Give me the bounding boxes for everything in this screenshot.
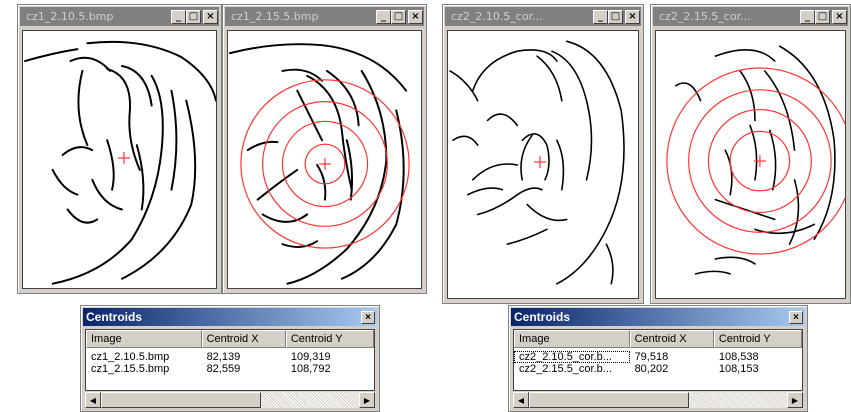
- cell-centroid-y: 108,538: [718, 351, 759, 363]
- centroids-dialog-left[interactable]: Centroids × Image Centroid X Centroid Y …: [80, 305, 380, 412]
- table-row[interactable]: cz2_2.15.5_cor.b... 80,202 108,153: [514, 363, 802, 375]
- image-window-2[interactable]: cz1_2.15.5.bmp _ □ ×: [222, 4, 427, 294]
- window-title: cz2_2.15.5_cor...: [659, 10, 751, 23]
- cell-centroid-y: 109,319: [290, 351, 331, 363]
- cell-centroid-y: 108,792: [290, 363, 331, 375]
- dialog-titlebar[interactable]: Centroids ×: [511, 308, 805, 326]
- close-icon[interactable]: ×: [789, 310, 803, 324]
- scroll-right-icon[interactable]: ▶: [787, 392, 803, 408]
- window-title: cz1_2.15.5.bmp: [231, 10, 319, 23]
- scroll-right-icon[interactable]: ▶: [359, 392, 375, 408]
- centroid-rings: [240, 79, 410, 249]
- column-header-centroid-x[interactable]: Centroid X: [629, 330, 714, 348]
- edge-image-canvas: [655, 30, 846, 299]
- cell-image: cz1_2.10.5.bmp: [91, 351, 170, 363]
- cell-image: cz1_2.15.5.bmp: [91, 363, 170, 375]
- column-header-centroid-x[interactable]: Centroid X: [201, 330, 286, 348]
- edge-image-canvas: [22, 30, 217, 289]
- column-header-image[interactable]: Image: [514, 330, 630, 348]
- close-icon[interactable]: ×: [203, 9, 218, 24]
- minimize-icon[interactable]: _: [376, 9, 391, 24]
- scroll-track[interactable]: [101, 392, 359, 408]
- centroids-table[interactable]: Image Centroid X Centroid Y cz2_2.10.5_c…: [513, 329, 803, 391]
- dialog-title: Centroids: [514, 310, 571, 324]
- scroll-left-icon[interactable]: ◀: [85, 392, 101, 408]
- image-window-1[interactable]: cz1_2.10.5.bmp _ □ ×: [17, 4, 222, 294]
- cell-image: cz2_2.10.5_cor.b...: [514, 351, 630, 363]
- close-icon[interactable]: ×: [361, 310, 375, 324]
- edge-image: [228, 43, 410, 285]
- edge-image-canvas: [447, 30, 639, 299]
- centroids-table[interactable]: Image Centroid X Centroid Y cz1_2.10.5.b…: [85, 329, 375, 391]
- minimize-icon[interactable]: _: [800, 9, 815, 24]
- scroll-thumb[interactable]: [529, 392, 689, 408]
- window-title: cz1_2.10.5.bmp: [26, 10, 114, 23]
- edge-image: [23, 40, 216, 285]
- image-window-3[interactable]: cz2_2.10.5_cor... _ □ ×: [442, 4, 644, 304]
- scroll-left-icon[interactable]: ◀: [513, 392, 529, 408]
- maximize-icon[interactable]: □: [186, 9, 201, 24]
- cell-centroid-x: 82,559: [206, 363, 241, 375]
- column-header-centroid-y[interactable]: Centroid Y: [713, 330, 802, 348]
- close-icon[interactable]: ×: [832, 9, 847, 24]
- column-header-image[interactable]: Image: [86, 330, 202, 348]
- close-icon[interactable]: ×: [625, 9, 640, 24]
- crosshair-icon: [319, 158, 331, 170]
- cell-image: cz2_2.15.5_cor.b...: [519, 363, 612, 375]
- scroll-track[interactable]: [529, 392, 787, 408]
- cell-centroid-y: 108,153: [718, 363, 759, 375]
- dialog-titlebar[interactable]: Centroids ×: [83, 308, 377, 326]
- table-row[interactable]: cz1_2.10.5.bmp 82,139 109,319: [86, 351, 374, 363]
- maximize-icon[interactable]: □: [815, 9, 830, 24]
- cell-centroid-x: 80,202: [634, 363, 669, 375]
- window-titlebar[interactable]: cz2_2.10.5_cor... _ □ ×: [445, 7, 641, 26]
- crosshair-icon: [118, 152, 130, 164]
- edge-image: [666, 45, 845, 275]
- crosshair-icon: [753, 155, 766, 167]
- window-titlebar[interactable]: cz1_2.15.5.bmp _ □ ×: [225, 7, 424, 26]
- window-titlebar[interactable]: cz2_2.15.5_cor... _ □ ×: [653, 7, 848, 26]
- centroid-rings: [666, 67, 845, 255]
- cell-centroid-x: 79,518: [634, 351, 669, 363]
- scroll-thumb[interactable]: [101, 392, 261, 408]
- crosshair-icon: [534, 156, 546, 168]
- edge-image-canvas: [227, 30, 422, 289]
- centroids-dialog-right[interactable]: Centroids × Image Centroid X Centroid Y …: [508, 305, 808, 412]
- horizontal-scrollbar[interactable]: ◀ ▶: [85, 392, 375, 408]
- maximize-icon[interactable]: □: [608, 9, 623, 24]
- dialog-title: Centroids: [86, 310, 143, 324]
- cell-centroid-x: 82,139: [206, 351, 241, 363]
- table-row[interactable]: cz2_2.10.5_cor.b... 79,518 108,538: [514, 351, 802, 363]
- image-window-4[interactable]: cz2_2.15.5_cor... _ □ ×: [650, 4, 851, 304]
- horizontal-scrollbar[interactable]: ◀ ▶: [513, 392, 803, 408]
- close-icon[interactable]: ×: [408, 9, 423, 24]
- table-header: Image Centroid X Centroid Y: [514, 330, 802, 348]
- edge-image: [449, 40, 625, 285]
- minimize-icon[interactable]: _: [171, 9, 186, 24]
- window-titlebar[interactable]: cz1_2.10.5.bmp _ □ ×: [20, 7, 219, 26]
- table-row[interactable]: cz1_2.15.5.bmp 82,559 108,792: [86, 363, 374, 375]
- column-header-centroid-y[interactable]: Centroid Y: [285, 330, 374, 348]
- table-header: Image Centroid X Centroid Y: [86, 330, 374, 348]
- window-title: cz2_2.10.5_cor...: [451, 10, 543, 23]
- maximize-icon[interactable]: □: [391, 9, 406, 24]
- minimize-icon[interactable]: _: [593, 9, 608, 24]
